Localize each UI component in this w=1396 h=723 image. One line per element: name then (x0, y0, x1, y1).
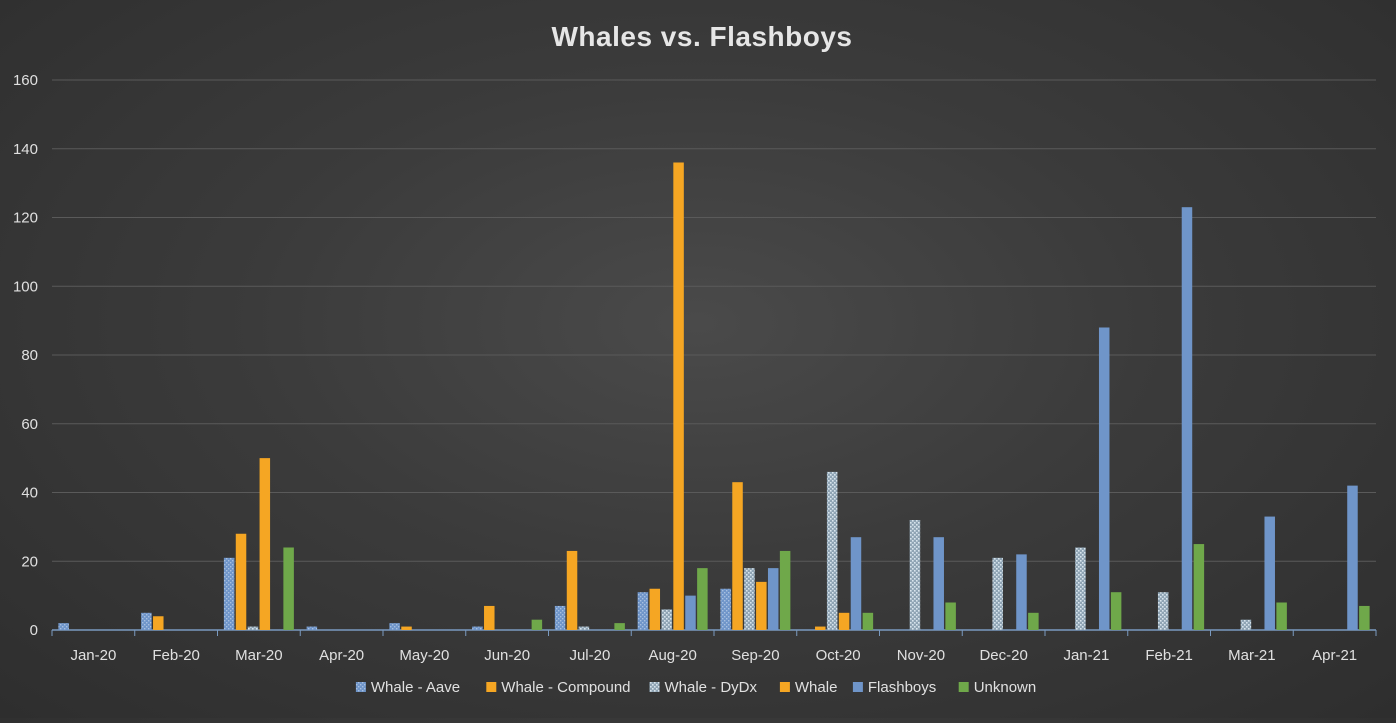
bar-whale-dydx-sep-20 (744, 568, 755, 630)
bar-flashboys-apr-21 (1347, 485, 1358, 630)
bar-whale-dydx-nov-20 (909, 520, 921, 630)
legend-label: Whale - Aave (371, 679, 460, 696)
x-tick-label: Jun-20 (484, 647, 530, 664)
bar-unknown-nov-20 (945, 602, 956, 630)
bar-whale-compound-oct-20 (815, 626, 826, 630)
legend-label: Whale - Compound (501, 679, 630, 696)
bar-unknown-jul-20 (614, 623, 625, 630)
x-tick-label: Oct-20 (816, 647, 861, 664)
x-tick-label: Sep-20 (731, 647, 779, 664)
bar-unknown-mar-21 (1276, 602, 1287, 630)
legend-label: Flashboys (868, 679, 936, 696)
bar-whale-aave-jun-20 (472, 626, 483, 630)
bar-unknown-jan-21 (1110, 592, 1122, 630)
y-axis-ticks: 0 20 40 60 80 100 120 140 160 (13, 72, 38, 639)
y-tick-label: 20 (21, 553, 38, 570)
bar-whale-oct-20 (838, 612, 850, 630)
bar-whale-mar-20 (259, 458, 271, 630)
bar-whale-dydx-oct-20 (826, 471, 838, 630)
bar-whale-dydx-dec-20 (992, 557, 1003, 630)
legend-swatch (852, 682, 863, 692)
bar-whale-aave-jan-20 (58, 623, 69, 630)
x-tick-label: Dec-20 (979, 647, 1027, 664)
bar-whale-aave-jul-20 (554, 605, 566, 630)
bar-whale-compound-mar-20 (235, 533, 247, 630)
y-tick-label: 120 (13, 210, 38, 227)
bar-unknown-mar-20 (283, 547, 294, 630)
bar-whale-dydx-jul-20 (578, 626, 590, 630)
bar-whale-dydx-mar-20 (247, 626, 259, 630)
bar-flashboys-nov-20 (933, 537, 944, 630)
bar-unknown-apr-21 (1359, 605, 1370, 630)
chart-title: Whales vs. Flashboys (552, 21, 853, 52)
x-tick-label: Feb-21 (1145, 647, 1193, 664)
bar-whale-aave-aug-20 (637, 592, 649, 630)
legend-label: Whale (795, 679, 838, 696)
y-tick-label: 80 (21, 347, 38, 364)
bar-whale-compound-jul-20 (566, 550, 578, 630)
legend: Whale - Aave Whale - Compound Whale - DyDx… (355, 679, 1037, 696)
x-tick-label: Aug-20 (648, 647, 696, 664)
bar-flashboys-dec-20 (1016, 554, 1027, 630)
bar-flashboys-mar-21 (1264, 516, 1275, 630)
bar-flashboys-jan-21 (1098, 327, 1110, 630)
bar-whale-aave-may-20 (389, 623, 400, 630)
bar-whale-dydx-aug-20 (661, 609, 672, 630)
x-tick-label: Jan-20 (70, 647, 116, 664)
bar-unknown-aug-20 (697, 568, 708, 630)
x-tick-label: Mar-21 (1228, 647, 1276, 664)
legend-label: Whale - DyDx (665, 679, 758, 696)
bar-whale-aave-feb-20 (141, 612, 152, 630)
bar-whale-aave-apr-20 (306, 626, 318, 630)
bar-flashboys-feb-21 (1181, 207, 1193, 630)
x-tick-label: May-20 (399, 647, 449, 664)
bar-whale-compound-jun-20 (484, 605, 495, 630)
bar-flashboys-sep-20 (767, 568, 779, 630)
bar-flashboys-aug-20 (685, 595, 696, 630)
bar-whale-compound-aug-20 (649, 588, 661, 630)
legend-swatch (649, 682, 660, 692)
y-tick-label: 0 (30, 622, 38, 639)
bar-unknown-oct-20 (862, 612, 874, 630)
x-tick-label: Jul-20 (569, 647, 610, 664)
bar-whale-dydx-feb-21 (1157, 592, 1169, 630)
y-tick-label: 140 (13, 141, 38, 158)
legend-swatch (355, 682, 366, 692)
bar-whale-dydx-jan-21 (1075, 547, 1086, 630)
x-tick-label: Apr-20 (319, 647, 364, 664)
y-tick-label: 160 (13, 72, 38, 89)
bar-unknown-sep-20 (779, 550, 791, 630)
x-tick-label: Mar-20 (235, 647, 283, 664)
y-tick-label: 40 (21, 485, 38, 502)
y-tick-label: 60 (21, 416, 38, 433)
x-tick-label: Feb-20 (152, 647, 200, 664)
gridlines (52, 79, 1376, 631)
bar-whale-compound-feb-20 (153, 616, 164, 630)
legend-swatch (958, 682, 969, 692)
bar-whale-aave-sep-20 (720, 588, 731, 630)
bars (58, 162, 1370, 630)
y-tick-label: 100 (13, 278, 38, 295)
bar-whale-compound-may-20 (401, 626, 412, 630)
bar-whale-sep-20 (756, 581, 767, 630)
legend-label: Unknown (974, 679, 1037, 696)
bar-unknown-feb-21 (1193, 544, 1205, 630)
bar-whale-dydx-mar-21 (1240, 619, 1252, 630)
bar-unknown-dec-20 (1028, 612, 1039, 630)
bar-whale-aave-mar-20 (223, 557, 235, 630)
bar-unknown-jun-20 (531, 619, 543, 630)
bar-whale-aug-20 (673, 162, 684, 630)
x-tick-label: Nov-20 (897, 647, 945, 664)
legend-swatch (779, 682, 790, 692)
legend-swatch (486, 682, 497, 692)
bar-whale-compound-sep-20 (732, 482, 743, 630)
bar-flashboys-oct-20 (850, 537, 862, 630)
x-tick-label: Apr-21 (1312, 647, 1357, 664)
x-tick-label: Jan-21 (1063, 647, 1109, 664)
x-axis-ticks: Jan-20 Feb-20 Mar-20 Apr-20 May-20 Jun-20 Jul-… (51, 630, 1377, 664)
